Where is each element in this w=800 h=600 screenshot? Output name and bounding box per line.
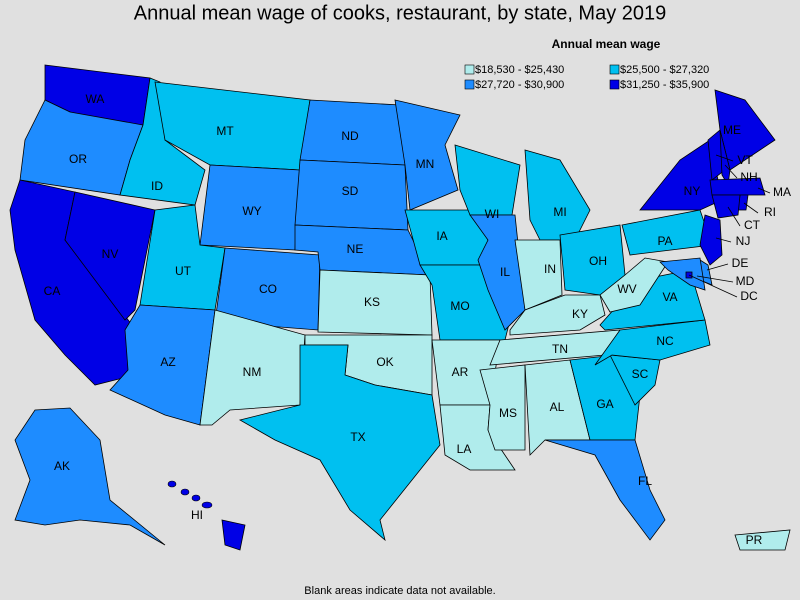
state-label: AK: [54, 459, 70, 473]
state-label: MT: [216, 124, 234, 138]
state-label: CO: [259, 282, 277, 296]
legend-swatch: [464, 64, 475, 75]
leader-line: [727, 206, 741, 227]
leader-line: [715, 237, 732, 243]
state-label: NC: [656, 334, 674, 348]
legend-label: $25,500 - $27,320: [620, 64, 709, 76]
state: [14, 407, 166, 546]
state-label: NE: [347, 242, 364, 256]
state-label: MA: [773, 185, 791, 199]
state-label: MO: [450, 299, 469, 313]
state-label: OR: [69, 152, 87, 166]
state-label: WA: [86, 92, 105, 106]
state-label: LA: [457, 442, 472, 456]
state-label: TN: [552, 342, 568, 356]
state-label: ID: [151, 179, 163, 193]
state-label: WY: [242, 204, 261, 218]
state: [594, 319, 711, 366]
state-label: NH: [740, 170, 757, 184]
state-label: CA: [44, 284, 61, 298]
state-label: ND: [341, 129, 359, 143]
state-label: VT: [737, 153, 753, 167]
state: [469, 214, 526, 331]
legend-label: $27,720 - $30,900: [475, 79, 564, 91]
state: [64, 191, 156, 321]
state-label: NJ: [736, 234, 751, 248]
legend-label: $31,250 - $35,900: [620, 79, 709, 91]
state-label: NY: [684, 184, 701, 198]
island: [191, 494, 201, 502]
state: [544, 439, 666, 541]
state-label: CT: [744, 218, 761, 232]
footnote: Blank areas indicate data not available.: [304, 585, 495, 597]
state-label: NM: [243, 365, 262, 379]
island: [180, 488, 190, 496]
state-label: RI: [764, 205, 776, 219]
state-label: NV: [102, 247, 119, 261]
island: [167, 480, 177, 488]
island: [201, 501, 213, 509]
state-label: SC: [632, 367, 649, 381]
state-label: UT: [175, 264, 192, 278]
state: [514, 239, 563, 311]
state: [221, 519, 246, 551]
state: [699, 214, 723, 266]
state-label: ME: [723, 123, 741, 137]
state-label: OK: [376, 355, 393, 369]
state-label: DE: [732, 256, 749, 270]
state-label: GA: [596, 397, 613, 411]
state-label: DC: [740, 289, 758, 303]
state-label: AL: [550, 400, 565, 414]
legend-swatch: [464, 79, 475, 90]
state-label: OH: [589, 254, 607, 268]
state: [709, 177, 766, 196]
legend-label: $18,530 - $25,430: [475, 64, 564, 76]
state-label: MS: [499, 406, 517, 420]
state-label: MI: [553, 205, 566, 219]
state-label: AZ: [160, 355, 175, 369]
state: [238, 344, 441, 542]
state: [509, 294, 606, 336]
state-label: VA: [662, 290, 677, 304]
legend-swatch: [609, 64, 620, 75]
state: [734, 529, 791, 551]
state-label: IL: [500, 265, 510, 279]
state-label: HI: [191, 508, 203, 522]
leader-line: [696, 275, 734, 283]
state-label: PR: [746, 533, 763, 547]
state-label: IA: [436, 229, 447, 243]
legend-swatch: [609, 79, 620, 90]
state-label: AR: [452, 365, 469, 379]
state-label: FL: [638, 474, 652, 488]
state-label: WI: [485, 207, 500, 221]
state-label: WV: [617, 282, 636, 296]
state-label: KS: [364, 295, 380, 309]
state-label: TX: [350, 430, 365, 444]
state-label: KY: [572, 307, 588, 321]
state-label: MN: [416, 157, 435, 171]
state: [659, 257, 706, 291]
legend-title: Annual mean wage: [552, 37, 661, 51]
state: [394, 99, 461, 211]
leader-line: [706, 263, 729, 271]
state-label: SD: [342, 184, 359, 198]
leader-line: [757, 187, 771, 194]
leader-line: [743, 202, 759, 214]
map-title: Annual mean wage of cooks, restaurant, b…: [134, 2, 667, 24]
state-label: MD: [736, 274, 755, 288]
state: [711, 194, 741, 219]
leader-line: [688, 274, 738, 298]
leader-line: [724, 164, 738, 179]
state-label: PA: [657, 234, 672, 248]
leader-line: [715, 154, 734, 162]
state-label: IN: [544, 262, 556, 276]
state: [714, 89, 776, 171]
